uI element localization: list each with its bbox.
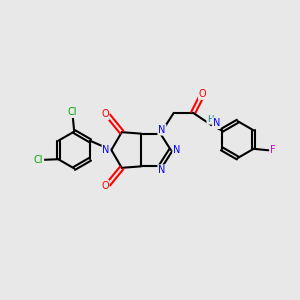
Text: O: O <box>101 181 109 191</box>
Text: F: F <box>270 145 276 155</box>
Text: Cl: Cl <box>34 155 43 165</box>
Text: N: N <box>158 125 166 135</box>
Text: Cl: Cl <box>68 107 77 117</box>
Text: O: O <box>199 89 206 99</box>
Text: N: N <box>173 145 180 155</box>
Text: N: N <box>102 145 110 155</box>
Text: N: N <box>158 165 166 175</box>
Text: N: N <box>213 118 220 128</box>
Text: H: H <box>207 115 214 124</box>
Text: O: O <box>101 109 109 119</box>
